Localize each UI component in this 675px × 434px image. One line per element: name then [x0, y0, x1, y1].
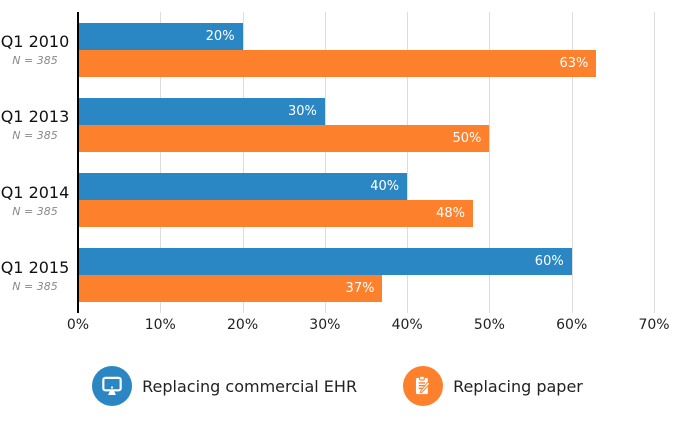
bar-value-label: 63% [559, 55, 589, 71]
legend-label: Replacing commercial EHR [142, 376, 358, 396]
bars: 30% 50% [78, 97, 654, 152]
category-label: Q1 2015 N = 385 [0, 258, 78, 293]
gridline [571, 12, 573, 313]
x-tick-label: 40% [391, 317, 423, 333]
gridline [160, 12, 162, 313]
category-label: Q1 2014 N = 385 [0, 183, 78, 218]
bar-replacing-paper[interactable]: 37% [78, 275, 383, 303]
category-name: Q1 2014 [0, 182, 70, 202]
x-tick-label: 20% [227, 317, 259, 333]
bar-replacing-commercial-ehr[interactable]: 40% [78, 173, 408, 201]
category-sample-size: N = 385 [12, 54, 58, 68]
legend-item-replacing-commercial-ehr[interactable]: Replacing commercial EHR [92, 366, 357, 406]
category-label: Q1 2010 N = 385 [0, 32, 78, 67]
gridline [654, 12, 655, 313]
x-tick-label: 50% [473, 317, 505, 333]
category-label: Q1 2013 N = 385 [0, 107, 78, 142]
category-name: Q1 2010 [0, 32, 70, 52]
bar-replacing-commercial-ehr[interactable]: 30% [78, 97, 325, 125]
bar-value-label: 20% [205, 28, 235, 44]
bar-replacing-commercial-ehr[interactable]: 20% [78, 22, 243, 50]
clipboard-pencil-icon [403, 366, 444, 406]
x-tick-label: 10% [144, 317, 176, 333]
gridline [324, 12, 326, 313]
bar-value-label: 50% [452, 130, 482, 146]
gridline [242, 12, 244, 313]
bar-value-label: 60% [534, 254, 564, 270]
bar-replacing-paper[interactable]: 48% [78, 200, 473, 228]
bar-replacing-paper[interactable]: 50% [78, 124, 490, 152]
category-name: Q1 2015 [0, 257, 70, 277]
x-axis-ticks: 0% 10% 20% 30% 40% 50% 60% 70% [67, 317, 670, 337]
bar-group-q1-2015: Q1 2015 N = 385 60% 37% [0, 238, 654, 313]
monitor-icon [92, 366, 133, 406]
bars: 60% 37% [78, 248, 654, 303]
category-sample-size: N = 385 [12, 204, 58, 218]
bars: 20% 63% [78, 22, 654, 77]
bar-replacing-commercial-ehr[interactable]: 60% [78, 248, 572, 276]
bar-value-label: 37% [345, 281, 375, 297]
category-name: Q1 2013 [0, 107, 70, 127]
x-tick-label: 30% [309, 317, 341, 333]
bar-group-q1-2013: Q1 2013 N = 385 30% 50% [0, 87, 654, 162]
plot-area [77, 12, 655, 313]
x-tick-label: 60% [556, 317, 588, 333]
x-tick-label: 0% [66, 317, 90, 333]
y-axis-line [77, 12, 79, 313]
gridline [407, 12, 409, 313]
legend: Replacing commercial EHR Replacing paper [0, 366, 675, 406]
bar-replacing-paper[interactable]: 63% [78, 49, 597, 77]
legend-item-replacing-paper[interactable]: Replacing paper [403, 366, 583, 406]
bar-groups: Q1 2010 N = 385 20% 63% Q1 2013 N = 385 30% 50%… [0, 12, 654, 313]
bar-value-label: 30% [287, 103, 317, 119]
x-tick-label: 70% [638, 317, 670, 333]
bars: 40% 48% [78, 173, 654, 228]
bar-value-label: 40% [370, 179, 400, 195]
bar-group-q1-2014: Q1 2014 N = 385 40% 48% [0, 163, 654, 238]
bar-group-q1-2010: Q1 2010 N = 385 20% 63% [0, 12, 654, 87]
category-sample-size: N = 385 [12, 129, 58, 143]
gridline [489, 12, 491, 313]
bar-value-label: 48% [436, 206, 465, 222]
legend-label: Replacing paper [453, 376, 583, 396]
category-sample-size: N = 385 [12, 279, 58, 293]
